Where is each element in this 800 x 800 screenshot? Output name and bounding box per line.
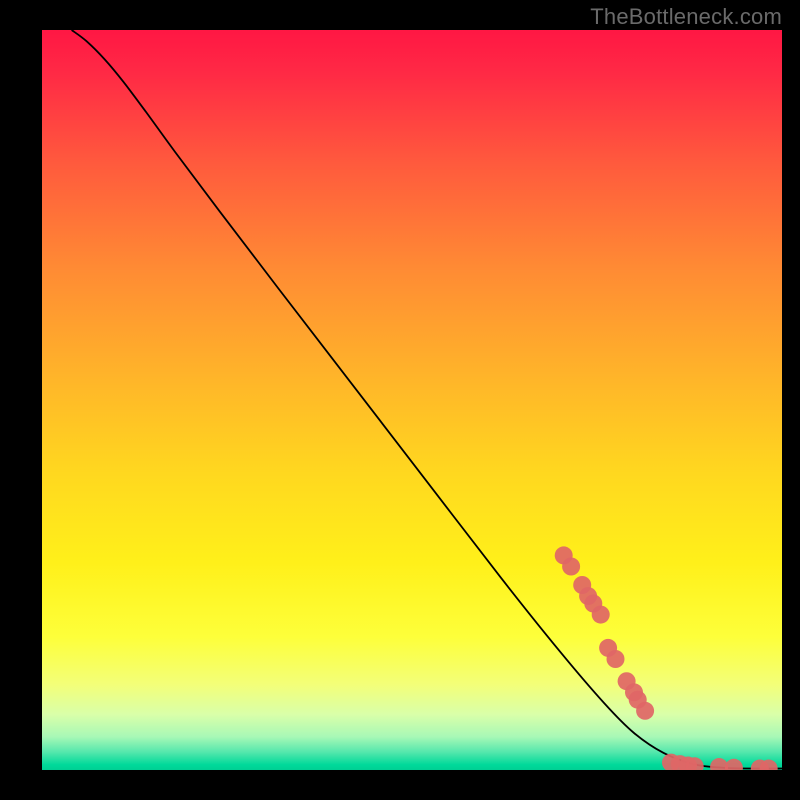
chart-overlay	[42, 30, 782, 770]
watermark-text: TheBottleneck.com	[590, 4, 782, 30]
chart-frame: TheBottleneck.com	[0, 0, 800, 800]
data-marker	[725, 759, 743, 770]
data-markers	[555, 546, 778, 770]
data-marker	[636, 702, 654, 720]
plot-area	[42, 30, 782, 770]
data-marker	[592, 606, 610, 624]
bottleneck-curve	[72, 30, 782, 769]
data-marker	[607, 650, 625, 668]
data-marker	[562, 558, 580, 576]
